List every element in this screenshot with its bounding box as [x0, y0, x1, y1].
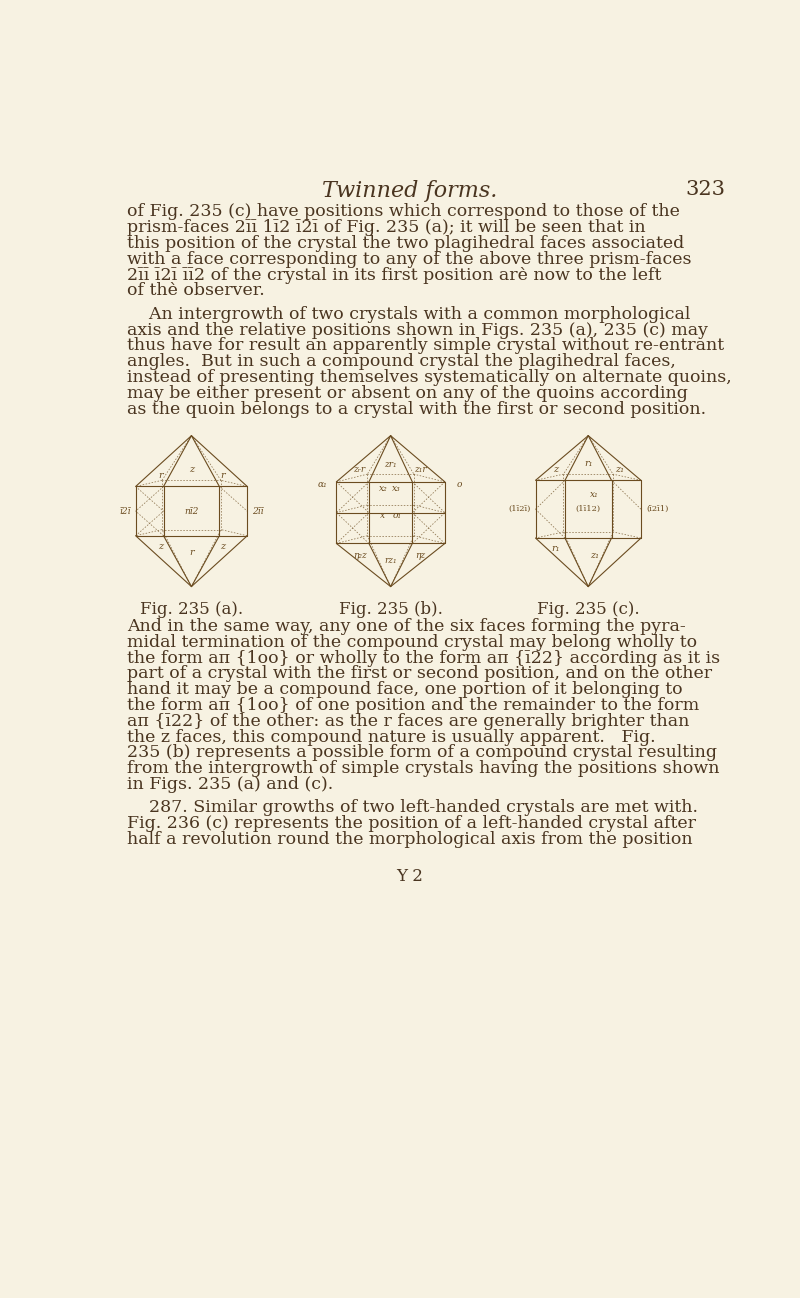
- Text: x₂: x₂: [378, 484, 387, 492]
- Text: the form aπ {1oo} or wholly to the form aπ {ī22} according as it is: the form aπ {1oo} or wholly to the form …: [127, 650, 720, 667]
- Text: ī2ī: ī2ī: [119, 506, 130, 515]
- Text: Fig. 235 (b).: Fig. 235 (b).: [338, 601, 442, 618]
- Text: of Fig. 235 (c) have positions which correspond to those of the: of Fig. 235 (c) have positions which cor…: [127, 204, 680, 221]
- Text: prism-faces 2īī 1ī2 ī2ī of Fig. 235 (a); it will be seen that in: prism-faces 2īī 1ī2 ī2ī of Fig. 235 (a);…: [127, 219, 646, 236]
- Text: z: z: [189, 465, 194, 474]
- Text: rz₁: rz₁: [384, 556, 397, 565]
- Text: may be either present or absent on any of the quoins according: may be either present or absent on any o…: [127, 384, 688, 402]
- Text: Fig. 235 (c).: Fig. 235 (c).: [537, 601, 639, 618]
- Text: (ī2ī1): (ī2ī1): [647, 505, 669, 513]
- Text: hand it may be a compound face, one portion of it belonging to: hand it may be a compound face, one port…: [127, 681, 682, 698]
- Text: as the quoin belongs to a crystal with the first or second position.: as the quoin belongs to a crystal with t…: [127, 401, 706, 418]
- Text: thus have for result an apparently simple crystal without re-entrant: thus have for result an apparently simpl…: [127, 337, 724, 354]
- Text: ηz: ηz: [415, 552, 425, 561]
- Text: nī2: nī2: [184, 506, 198, 515]
- Text: 235 (b) represents a possible form of a compound crystal resulting: 235 (b) represents a possible form of a …: [127, 745, 717, 762]
- Text: with a face corresponding to any of the above three prism-faces: with a face corresponding to any of the …: [127, 251, 692, 267]
- Text: zᵣr: zᵣr: [354, 465, 366, 474]
- Text: axis and the relative positions shown in Figs. 235 (a), 235 (c) may: axis and the relative positions shown in…: [127, 322, 708, 339]
- Text: z: z: [220, 543, 225, 552]
- Text: angles.  But in such a compound crystal the plagihedral faces,: angles. But in such a compound crystal t…: [127, 353, 676, 370]
- Text: x₃: x₃: [393, 484, 401, 492]
- Text: part of a crystal with the first or second position, and on the other: part of a crystal with the first or seco…: [127, 666, 712, 683]
- Text: o₁: o₁: [392, 511, 402, 520]
- Text: from the intergrowth of simple crystals having the positions shown: from the intergrowth of simple crystals …: [127, 761, 720, 778]
- Text: of thè observer.: of thè observer.: [127, 283, 265, 300]
- Text: r: r: [220, 471, 225, 480]
- Text: (1ī2ī): (1ī2ī): [509, 505, 531, 513]
- Text: in Figs. 235 (a) and (c).: in Figs. 235 (a) and (c).: [127, 776, 334, 793]
- Text: half a revolution round the morphological axis from the position: half a revolution round the morphologica…: [127, 831, 693, 848]
- Text: z₁: z₁: [590, 550, 599, 559]
- Text: And in the same way, any one of the six faces forming the pyra-: And in the same way, any one of the six …: [127, 618, 686, 635]
- Text: Fig. 236 (c) represents the position of a left-handed crystal after: Fig. 236 (c) represents the position of …: [127, 815, 696, 832]
- Text: instead of presenting themselves systematically on alternate quoins,: instead of presenting themselves systema…: [127, 369, 732, 386]
- Text: α₁: α₁: [318, 480, 327, 489]
- Text: r: r: [158, 471, 162, 480]
- Text: r₁: r₁: [551, 544, 560, 553]
- Text: z: z: [553, 465, 558, 474]
- Text: z: z: [158, 543, 163, 552]
- Text: 2īī: 2īī: [252, 506, 264, 515]
- Text: the z faces, this compound nature is usually apparent.   Fig.: the z faces, this compound nature is usu…: [127, 728, 656, 745]
- Text: 2īī ī2ī īī2 of the crystal in its first position arè now to the left: 2īī ī2ī īī2 of the crystal in its first …: [127, 266, 662, 284]
- Text: o: o: [456, 480, 462, 489]
- Text: Twinned forms.: Twinned forms.: [322, 180, 498, 202]
- Text: midal termination of the compound crystal may belong wholly to: midal termination of the compound crysta…: [127, 633, 698, 650]
- Text: this position of the crystal the two plagihedral faces associated: this position of the crystal the two pla…: [127, 235, 684, 252]
- Text: An intergrowth of two crystals with a common morphological: An intergrowth of two crystals with a co…: [127, 306, 690, 323]
- Text: aπ {ī22} of the other: as the r faces are generally brighter than: aπ {ī22} of the other: as the r faces ar…: [127, 713, 690, 729]
- Text: η₂z: η₂z: [353, 552, 366, 561]
- Text: zr₁: zr₁: [384, 461, 397, 470]
- Text: r₁: r₁: [584, 459, 593, 467]
- Text: r: r: [189, 548, 194, 557]
- Text: x₁: x₁: [590, 489, 599, 498]
- Text: x: x: [380, 511, 386, 520]
- Text: Fig. 235 (a).: Fig. 235 (a).: [140, 601, 243, 618]
- Text: z₁: z₁: [614, 465, 624, 474]
- Text: z₁r: z₁r: [414, 465, 426, 474]
- Text: 323: 323: [685, 180, 725, 200]
- Text: 287. Similar growths of two left-handed crystals are met with.: 287. Similar growths of two left-handed …: [127, 800, 698, 816]
- Text: (1ī12): (1ī12): [576, 505, 601, 513]
- Text: the form aπ {1oo} of one position and the remainder to the form: the form aπ {1oo} of one position and th…: [127, 697, 699, 714]
- Text: Y 2: Y 2: [397, 868, 423, 885]
